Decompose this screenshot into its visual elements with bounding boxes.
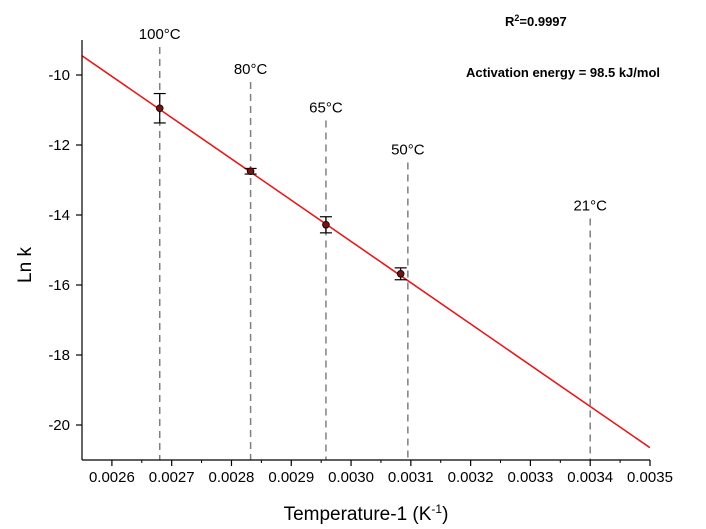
data-point [322,221,330,229]
y-axis-title: Ln k [15,247,36,283]
r-squared-note: R2=0.9997 [505,13,567,29]
data-point [246,167,255,176]
y-tick-label: -20 [48,417,70,434]
x-tick-label: 0.0028 [209,469,255,486]
y-tick-label: -10 [48,67,70,84]
data-point [155,104,164,113]
x-tick-label: 0.0027 [149,469,195,486]
fit-line [82,55,650,449]
x-tick-label: 0.0034 [567,469,613,486]
x-tick-label: 0.0033 [507,469,553,486]
temperature-label: 65°C [309,100,343,117]
temperature-label: 100°C [139,26,181,43]
x-tick-label: 0.0026 [89,469,135,486]
temperature-label: 21°C [573,198,607,215]
activation-energy-note: Activation energy = 98.5 kJ/mol [466,65,660,80]
x-tick-label: 0.0035 [627,469,673,486]
y-tick-label: -12 [48,137,70,154]
temperature-label: 50°C [391,142,425,159]
fit-line-group [82,55,650,449]
data-points [153,92,407,281]
y-tick-label: -18 [48,347,70,364]
x-tick-label: 0.0030 [328,469,374,486]
x-tick-label: 0.0031 [388,469,434,486]
x-tick-label: 0.0029 [268,469,314,486]
temperature-labels: 100°C 80°C 65°C 50°C 21°C [139,26,607,215]
x-axis-title: Temperature-1 (K-1) [284,502,449,525]
temperature-marker-lines [158,47,591,460]
x-tick-label: 0.0032 [448,469,494,486]
temperature-label: 80°C [234,61,268,78]
y-tick-label: -16 [48,277,70,294]
y-tick-label: -14 [48,207,70,224]
data-point [396,269,405,278]
axes: 0.0026 0.0027 0.0028 0.0029 0.0030 0.0031 0.00… [48,40,673,486]
